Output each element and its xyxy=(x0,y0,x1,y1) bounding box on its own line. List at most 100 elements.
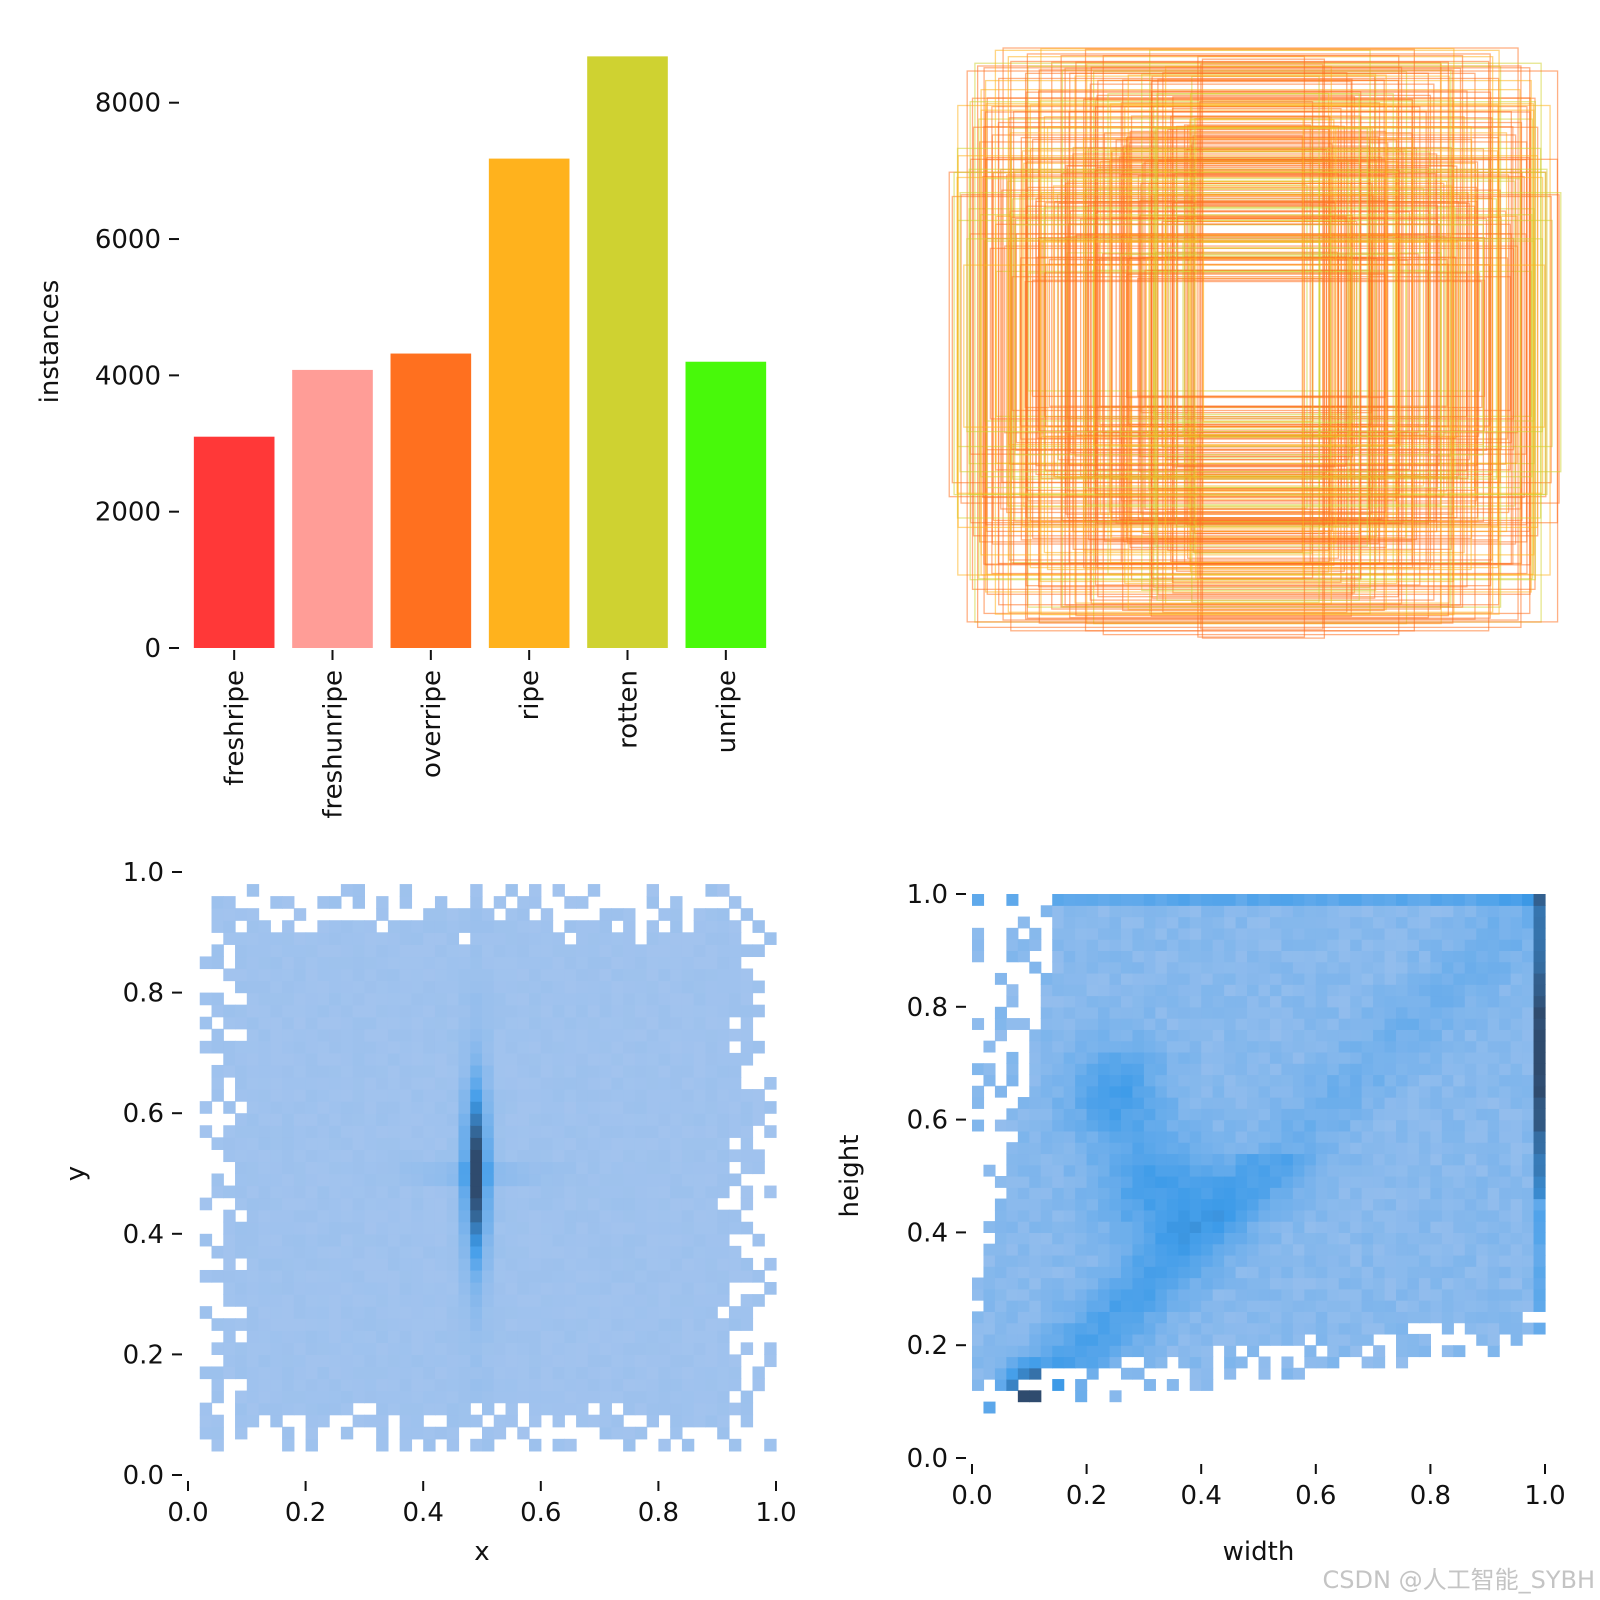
wh-heatmap-cell xyxy=(1384,972,1397,985)
wh-heatmap-cell xyxy=(1017,1209,1030,1222)
xy-heatmap-cell xyxy=(482,1040,495,1054)
wh-heatmap-cell xyxy=(1178,1198,1191,1211)
xy-heatmap-cell xyxy=(740,908,754,921)
wh-heatmap-cell xyxy=(1132,1119,1145,1132)
wh-heatmap-cell xyxy=(1120,1119,1134,1132)
wh-heatmap-cell xyxy=(1304,939,1317,951)
wh-heatmap-cell xyxy=(1407,1063,1420,1076)
xy-heatmap-cell xyxy=(764,1125,777,1138)
wh-heatmap-cell xyxy=(1350,961,1363,974)
xy-heatmap-cell xyxy=(576,1282,589,1295)
wh-heatmap-cell xyxy=(1040,1232,1053,1245)
wh-heatmap-cell xyxy=(1499,1322,1512,1335)
wh-heatmap-cell xyxy=(1281,1153,1294,1166)
wh-heatmap-cell xyxy=(1224,1040,1237,1053)
wh-heatmap-cell xyxy=(1499,1006,1512,1019)
wh-heatmap-cell xyxy=(1453,1243,1466,1256)
wh-heatmap-cell xyxy=(1166,995,1179,1008)
xy-heatmap-cell xyxy=(564,1173,577,1187)
xy-heatmap-cell xyxy=(305,1294,318,1307)
xy-heatmap-cell xyxy=(517,1113,530,1126)
wh-heatmap-cell xyxy=(1120,1221,1134,1233)
xy-heatmap-cell xyxy=(764,1342,777,1355)
wh-heatmap-cell xyxy=(1453,939,1466,951)
xy-heatmap-cell xyxy=(599,1306,612,1319)
xy-heatmap-cell xyxy=(634,956,648,970)
wh-heatmap-cell xyxy=(1166,1322,1179,1335)
wh-heatmap-cell xyxy=(1292,1040,1305,1053)
wh-heatmap-cell xyxy=(1373,1040,1386,1053)
wh-heatmap-cell xyxy=(1063,1164,1076,1177)
wh-heatmap-cell xyxy=(1430,905,1443,918)
xy-heatmap-cell xyxy=(611,1125,624,1138)
xy-heatmap-cell xyxy=(364,932,377,945)
wh-heatmap-cell xyxy=(1189,1345,1202,1358)
wh-heatmap-cell xyxy=(1292,1029,1305,1042)
x-tick-label-unripe: unripe xyxy=(712,670,742,753)
wh-heatmap-cell xyxy=(1098,927,1111,940)
wh-heatmap-cell xyxy=(1327,1097,1340,1109)
label-box xyxy=(1109,103,1387,564)
xy-heatmap-cell xyxy=(740,1414,754,1428)
wh-heatmap-cell xyxy=(1247,950,1260,963)
xy-heatmap-cell xyxy=(493,1149,507,1163)
xy-heatmap-cell xyxy=(634,1318,648,1331)
wh-heatmap-cell xyxy=(1418,972,1431,985)
xy-heatmap-cell xyxy=(211,1366,224,1380)
wh-heatmap-cell xyxy=(972,1356,985,1369)
wh-heatmap-cell xyxy=(1247,1288,1260,1301)
wh-heatmap-cell xyxy=(1132,1164,1145,1177)
xy-heatmap-cell xyxy=(258,1390,271,1404)
wh-heatmap-cell xyxy=(1430,894,1443,906)
xy-heatmap-cell xyxy=(599,1173,612,1187)
xy-heatmap-cell xyxy=(670,920,683,933)
wh-heatmap-cell xyxy=(1166,916,1179,929)
xy-heatmap-cell xyxy=(634,1089,648,1102)
wh-heatmap-cell xyxy=(1373,1063,1386,1076)
wh-heatmap-cell xyxy=(1155,1130,1168,1143)
wh-heatmap-cell xyxy=(1063,1142,1076,1155)
wh-heatmap-cell xyxy=(1132,927,1145,940)
wh-heatmap-cell xyxy=(1052,1006,1065,1019)
xy-heatmap-cell xyxy=(540,944,554,958)
xy-heatmap-cell xyxy=(705,1269,718,1283)
wh-heatmap-cell xyxy=(1476,905,1489,918)
xy-heatmap-cell xyxy=(576,1390,589,1404)
wh-heatmap-cell xyxy=(1292,961,1305,974)
xy-heatmap-cell xyxy=(293,968,307,982)
xy-heatmap-cell xyxy=(517,944,530,958)
xy-y-tick-label: 0.0 xyxy=(123,1461,164,1491)
wh-heatmap-cell xyxy=(1052,905,1065,918)
wh-heatmap-cell xyxy=(1373,1198,1386,1211)
wh-heatmap-cell xyxy=(1086,1187,1099,1200)
xy-heatmap-cell xyxy=(387,1173,401,1187)
wh-heatmap-cell xyxy=(1499,894,1512,906)
wh-heatmap-cell xyxy=(1315,1311,1328,1324)
xy-heatmap-cell xyxy=(517,1137,530,1150)
xy-heatmap-cell xyxy=(446,1028,460,1042)
xy-heatmap-cell xyxy=(376,1342,389,1355)
xy-heatmap-cell xyxy=(258,932,271,945)
xy-heatmap-cell xyxy=(717,1402,730,1416)
xy-heatmap-cell xyxy=(364,1245,377,1259)
xy-heatmap-cell xyxy=(681,1137,695,1150)
xy-heatmap-cell xyxy=(446,920,460,933)
wh-heatmap-cell xyxy=(1235,1288,1248,1301)
xy-heatmap-cell xyxy=(423,1064,436,1078)
wh-heatmap-cell xyxy=(1533,1187,1546,1200)
wh-heatmap-cell xyxy=(1063,1097,1076,1109)
xy-heatmap-cell xyxy=(434,1330,448,1343)
wh-heatmap-cell xyxy=(1224,961,1237,974)
xy-heatmap-cell xyxy=(282,1245,295,1259)
xy-heatmap-cell xyxy=(387,920,401,933)
xy-heatmap-cell xyxy=(329,1089,342,1102)
xy-heatmap-cell xyxy=(399,1282,413,1295)
wh-heatmap-cell xyxy=(1281,1367,1294,1380)
xy-y-tick-label: 0.8 xyxy=(123,979,164,1009)
wh-heatmap-cell xyxy=(1304,1288,1317,1301)
wh-heatmap-cell xyxy=(1155,972,1168,985)
wh-heatmap-cell xyxy=(1327,1029,1340,1042)
xy-heatmap-cell xyxy=(423,908,436,921)
xy-heatmap-cell xyxy=(517,1149,530,1163)
wh-heatmap-cell xyxy=(1281,1040,1294,1053)
